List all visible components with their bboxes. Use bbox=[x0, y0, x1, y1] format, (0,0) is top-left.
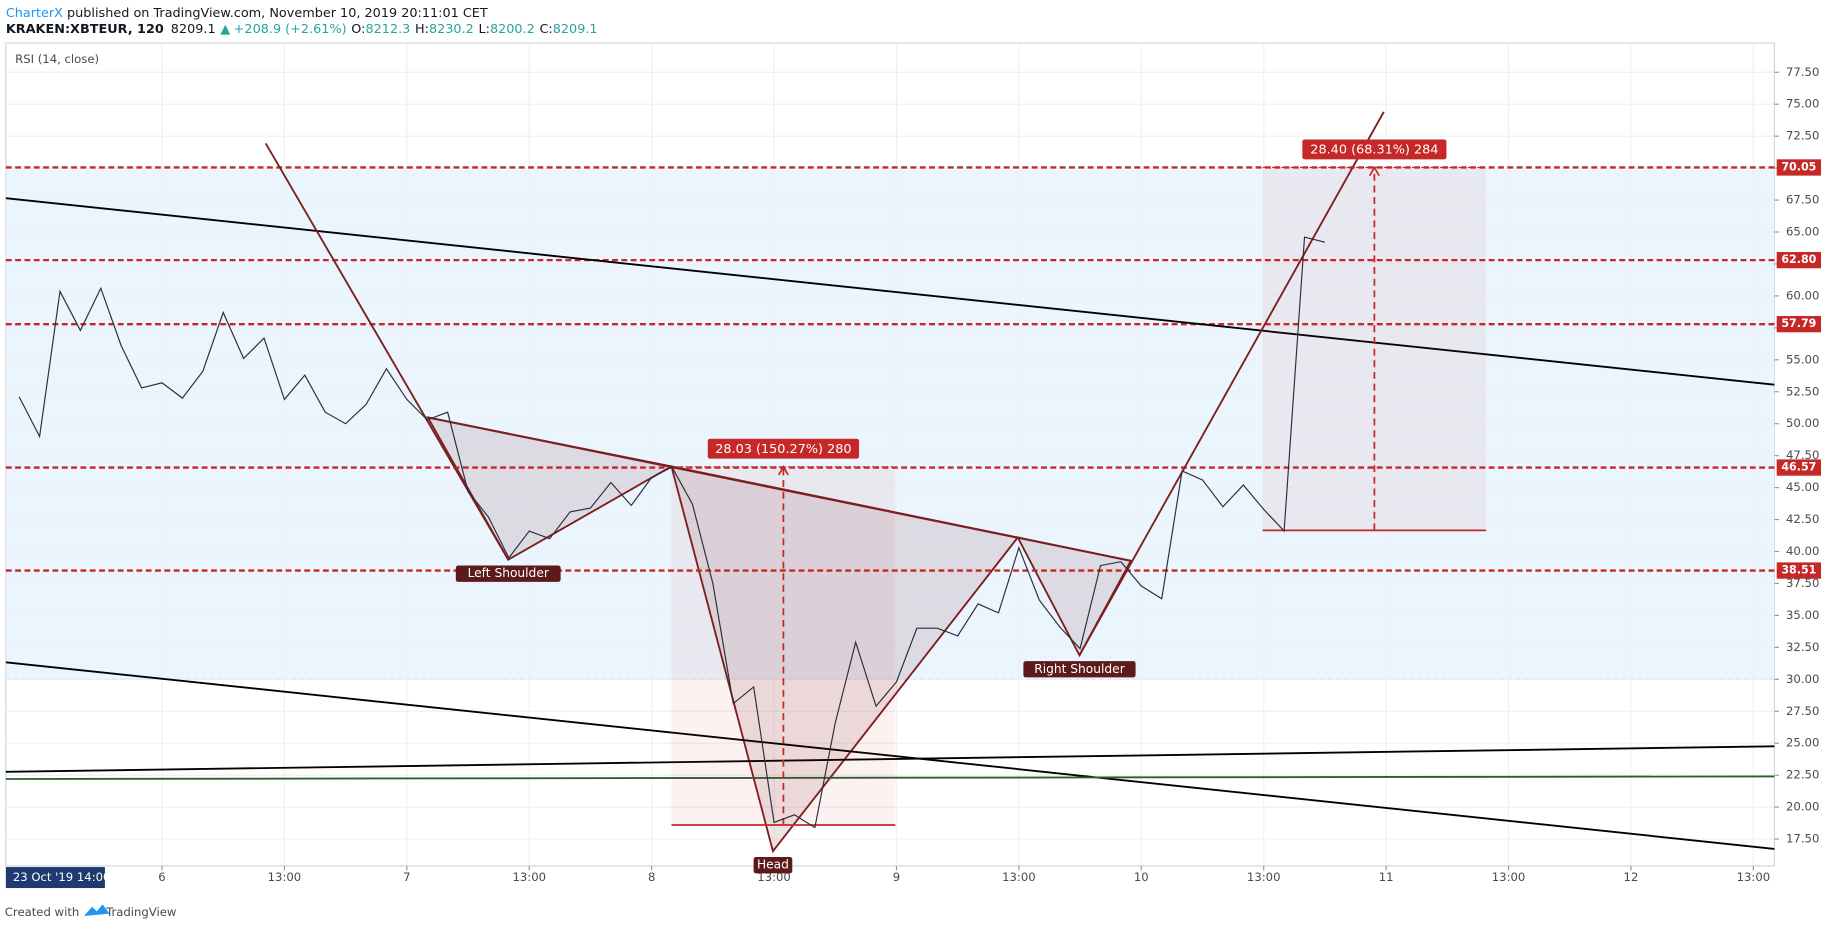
ohlc-value: 8230.2 bbox=[429, 22, 474, 37]
y-tick-label: 60.00 bbox=[1786, 288, 1819, 302]
x-tick-label: 13:00 bbox=[512, 870, 546, 884]
x-tick-label: 9 bbox=[893, 870, 900, 884]
level-label: 70.05 bbox=[1781, 160, 1816, 173]
pattern-badge bbox=[1023, 661, 1136, 678]
level-badge bbox=[1776, 315, 1822, 333]
y-tick-label: 72.50 bbox=[1786, 129, 1819, 143]
level-label: 57.79 bbox=[1781, 317, 1816, 330]
x-tick-label: 6 bbox=[158, 870, 165, 884]
y-tick-label: 75.00 bbox=[1786, 97, 1819, 111]
level-label: 62.80 bbox=[1781, 253, 1816, 266]
x-tick-label: 13:00 bbox=[268, 870, 302, 884]
pattern-badge bbox=[753, 857, 793, 874]
y-tick-label: 40.00 bbox=[1786, 544, 1819, 558]
y-tick-label: 55.00 bbox=[1786, 352, 1819, 366]
plot-area bbox=[5, 43, 1775, 866]
ohlc-key: H: bbox=[415, 22, 429, 37]
trendline bbox=[5, 775, 1775, 780]
y-tick-label: 52.50 bbox=[1786, 384, 1819, 398]
level-badge bbox=[1776, 159, 1822, 176]
pattern-label: Left Shoulder bbox=[468, 566, 550, 580]
x-tick-label: 13:00 bbox=[1737, 870, 1771, 884]
x-tick-label: 8 bbox=[648, 870, 655, 884]
pattern-label: Right Shoulder bbox=[1034, 662, 1125, 676]
arrow-head bbox=[1368, 165, 1380, 177]
rsi-line bbox=[18, 236, 1326, 829]
level-label: 46.57 bbox=[1781, 461, 1816, 474]
date-badge-bg bbox=[5, 867, 105, 889]
header-line: CharterX published on TradingView.com, N… bbox=[6, 5, 488, 20]
y-tick-label: 42.50 bbox=[1786, 512, 1819, 526]
measure-badge bbox=[1302, 139, 1447, 160]
date-badge: 23 Oct '19 14:00 bbox=[13, 870, 111, 884]
x-tick-label: 11 bbox=[1379, 870, 1394, 884]
measure-badge bbox=[707, 438, 860, 459]
level-badge bbox=[1776, 562, 1822, 579]
symbol-line: KRAKEN:XBTEUR, 120 8209.1 ▲ +208.9 (+2.61%)… bbox=[6, 22, 598, 37]
ohlc-key: L: bbox=[478, 22, 489, 37]
trendline bbox=[5, 745, 1775, 773]
x-tick-label: 10 bbox=[1134, 870, 1149, 884]
last-price: 8209.1 bbox=[171, 22, 216, 37]
tv-logo bbox=[83, 904, 110, 917]
trendline bbox=[5, 197, 1775, 386]
footer-text: Created with bbox=[5, 905, 79, 919]
x-tick-label: 13:00 bbox=[1247, 870, 1281, 884]
y-tick-label: 20.00 bbox=[1786, 800, 1819, 814]
trendline bbox=[5, 661, 1775, 850]
y-tick-label: 37.50 bbox=[1786, 576, 1819, 590]
level-badge bbox=[1776, 251, 1822, 269]
y-tick-label: 25.00 bbox=[1786, 736, 1819, 750]
ohlc-value: 8212.3 bbox=[366, 22, 411, 37]
change: +208.9 (+2.61%) bbox=[234, 22, 347, 37]
ohlc-value: 8200.2 bbox=[490, 22, 535, 37]
measure-label: 28.03 (150.27%) 280 bbox=[715, 442, 851, 457]
y-tick-label: 27.50 bbox=[1786, 704, 1819, 718]
y-tick-label: 35.00 bbox=[1786, 608, 1819, 622]
ohlc: O:8212.3 H:8230.2 L:8200.2 C:8209.1 bbox=[351, 22, 597, 37]
arrow-head bbox=[777, 465, 789, 476]
up-icon: ▲ bbox=[220, 22, 230, 37]
y-tick-label: 45.00 bbox=[1786, 480, 1819, 494]
trendline bbox=[427, 416, 1131, 562]
y-tick-label: 22.50 bbox=[1786, 768, 1819, 782]
measure-label: 28.40 (68.31%) 284 bbox=[1310, 142, 1438, 157]
footer-brand[interactable]: TradingView bbox=[105, 905, 177, 919]
y-tick-label: 17.50 bbox=[1786, 832, 1819, 846]
legend: RSI (14, close) bbox=[15, 52, 99, 66]
x-tick-label: 13:00 bbox=[757, 870, 791, 884]
x-tick-label: 7 bbox=[403, 870, 410, 884]
pattern-badge bbox=[455, 565, 561, 582]
trendline bbox=[1078, 111, 1385, 656]
y-tick-label: 47.50 bbox=[1786, 448, 1819, 462]
author[interactable]: CharterX bbox=[6, 5, 63, 20]
published: published on TradingView.com, November 1… bbox=[67, 5, 488, 20]
level-label: 38.51 bbox=[1781, 564, 1816, 577]
ohlc-key: C: bbox=[539, 22, 552, 37]
y-tick-label: 77.50 bbox=[1786, 65, 1819, 79]
symbol: KRAKEN:XBTEUR, 120 bbox=[6, 22, 164, 37]
level-badge bbox=[1776, 459, 1822, 476]
x-tick-label: 12 bbox=[1624, 870, 1639, 884]
y-tick-label: 30.00 bbox=[1786, 672, 1819, 686]
y-tick-label: 50.00 bbox=[1786, 416, 1819, 430]
ohlc-key: O: bbox=[351, 22, 365, 37]
ohlc-value: 8209.1 bbox=[553, 22, 598, 37]
y-tick-label: 32.50 bbox=[1786, 640, 1819, 654]
x-tick-label: 13:00 bbox=[1002, 870, 1036, 884]
x-tick-label: 13:00 bbox=[1492, 870, 1526, 884]
y-tick-label: 65.00 bbox=[1786, 225, 1819, 239]
y-tick-label: 67.50 bbox=[1786, 193, 1819, 207]
pattern-label: Head bbox=[757, 858, 789, 872]
